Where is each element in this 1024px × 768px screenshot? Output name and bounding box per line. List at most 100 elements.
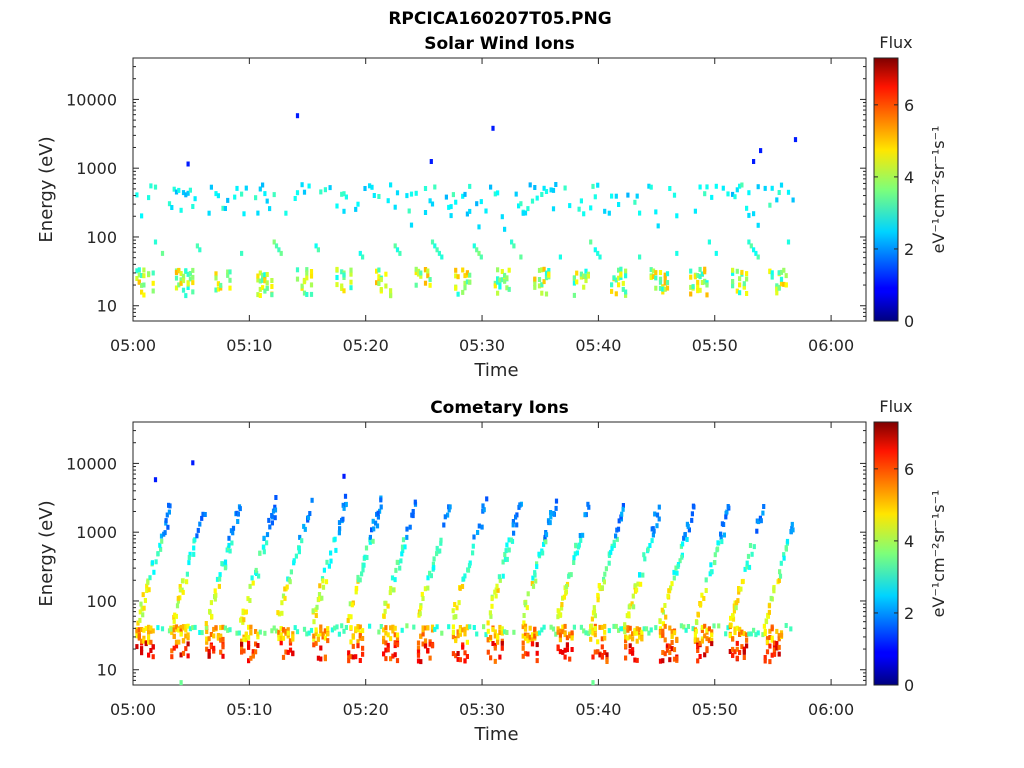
flux-cell bbox=[292, 558, 296, 564]
flux-cell bbox=[591, 183, 595, 189]
flux-cell bbox=[346, 618, 350, 623]
flux-cell bbox=[247, 658, 251, 664]
flux-cell bbox=[500, 626, 504, 632]
flux-cell bbox=[228, 269, 232, 275]
flux-cell bbox=[179, 631, 183, 637]
flux-cell bbox=[254, 567, 258, 573]
flux-cell bbox=[590, 616, 594, 622]
flux-cell bbox=[552, 511, 556, 516]
flux-cell bbox=[384, 283, 388, 289]
flux-cell bbox=[503, 629, 507, 635]
flux-cell bbox=[746, 553, 751, 559]
flux-cell bbox=[319, 628, 323, 634]
flux-cell bbox=[435, 247, 439, 253]
flux-cell bbox=[675, 570, 679, 576]
flux-cell bbox=[607, 553, 612, 558]
flux-cell bbox=[326, 626, 330, 632]
flux-cell bbox=[213, 588, 217, 594]
flux-cell bbox=[777, 636, 781, 642]
flux-cell bbox=[782, 267, 786, 273]
flux-cell bbox=[172, 624, 176, 630]
flux-cell bbox=[537, 277, 542, 282]
flux-cell bbox=[698, 266, 702, 272]
flux-cell bbox=[661, 286, 665, 292]
flux-cell bbox=[558, 649, 562, 655]
flux-cell bbox=[540, 627, 544, 633]
flux-cell bbox=[447, 507, 451, 513]
flux-cell bbox=[710, 194, 714, 200]
flux-cell bbox=[447, 624, 451, 630]
flux-cell bbox=[525, 605, 529, 611]
flux-cell bbox=[660, 607, 664, 613]
flux-cell bbox=[633, 657, 637, 663]
flux-cell bbox=[185, 571, 189, 577]
flux-cell bbox=[742, 646, 746, 652]
flux-cell bbox=[272, 625, 276, 631]
flux-cell bbox=[586, 630, 590, 636]
flux-cell bbox=[626, 625, 630, 631]
flux-cell bbox=[335, 282, 339, 288]
flux-cell bbox=[249, 624, 253, 630]
flux-cell bbox=[342, 272, 346, 278]
flux-cell bbox=[416, 645, 421, 651]
flux-cell bbox=[428, 277, 432, 282]
flux-cell bbox=[526, 633, 530, 639]
flux-cell bbox=[349, 614, 353, 620]
flux-cell bbox=[465, 279, 469, 285]
flux-cell bbox=[533, 185, 537, 190]
flux-cell bbox=[496, 587, 500, 593]
flux-cell bbox=[635, 193, 639, 199]
flux-cell bbox=[210, 613, 214, 619]
flux-cell bbox=[465, 211, 469, 217]
flux-cell bbox=[775, 645, 779, 651]
flux-cell bbox=[503, 226, 507, 232]
flux-cell bbox=[592, 605, 596, 611]
flux-cell bbox=[747, 564, 752, 570]
flux-cell bbox=[341, 516, 345, 522]
x-tick-label: 05:50 bbox=[692, 336, 738, 355]
flux-cell bbox=[633, 627, 637, 633]
flux-cell bbox=[328, 185, 332, 191]
flux-cell bbox=[523, 602, 528, 608]
flux-cell bbox=[167, 201, 172, 207]
flux-cell bbox=[335, 275, 339, 280]
flux-cell bbox=[430, 624, 435, 630]
flux-cell bbox=[672, 575, 676, 581]
flux-cell bbox=[458, 631, 462, 637]
flux-cell bbox=[184, 646, 188, 652]
flux-cell bbox=[319, 645, 323, 651]
flux-cell bbox=[690, 511, 694, 517]
flux-cell bbox=[414, 266, 418, 272]
flux-cell bbox=[461, 193, 465, 199]
flux-cell bbox=[717, 623, 721, 629]
flux-cell bbox=[405, 193, 409, 199]
flux-cell bbox=[736, 598, 740, 604]
flux-cell bbox=[361, 567, 365, 573]
flux-cell bbox=[267, 517, 271, 523]
flux-cell bbox=[656, 223, 660, 229]
flux-cell bbox=[428, 641, 432, 647]
flux-cell bbox=[456, 651, 460, 656]
flux-cell bbox=[135, 276, 139, 281]
flux-cell bbox=[556, 608, 560, 614]
x-tick-label: 06:00 bbox=[808, 336, 854, 355]
flux-cell bbox=[692, 504, 696, 510]
flux-cell bbox=[581, 532, 585, 538]
flux-cell bbox=[251, 580, 255, 586]
flux-cell bbox=[635, 638, 639, 644]
flux-cell bbox=[490, 596, 494, 602]
flux-cell bbox=[421, 641, 425, 647]
flux-cell bbox=[263, 278, 267, 284]
flux-cell bbox=[765, 636, 770, 642]
flux-cell bbox=[764, 619, 769, 625]
flux-cell bbox=[540, 267, 544, 273]
flux-cell bbox=[703, 633, 707, 639]
flux-cell bbox=[240, 649, 244, 655]
flux-cell bbox=[337, 530, 341, 536]
flux-cell bbox=[160, 250, 165, 256]
flux-cell bbox=[140, 606, 144, 612]
flux-cell bbox=[174, 643, 179, 649]
flux-cell bbox=[314, 627, 318, 633]
flux-cell bbox=[643, 556, 647, 562]
flux-cell bbox=[455, 605, 459, 611]
